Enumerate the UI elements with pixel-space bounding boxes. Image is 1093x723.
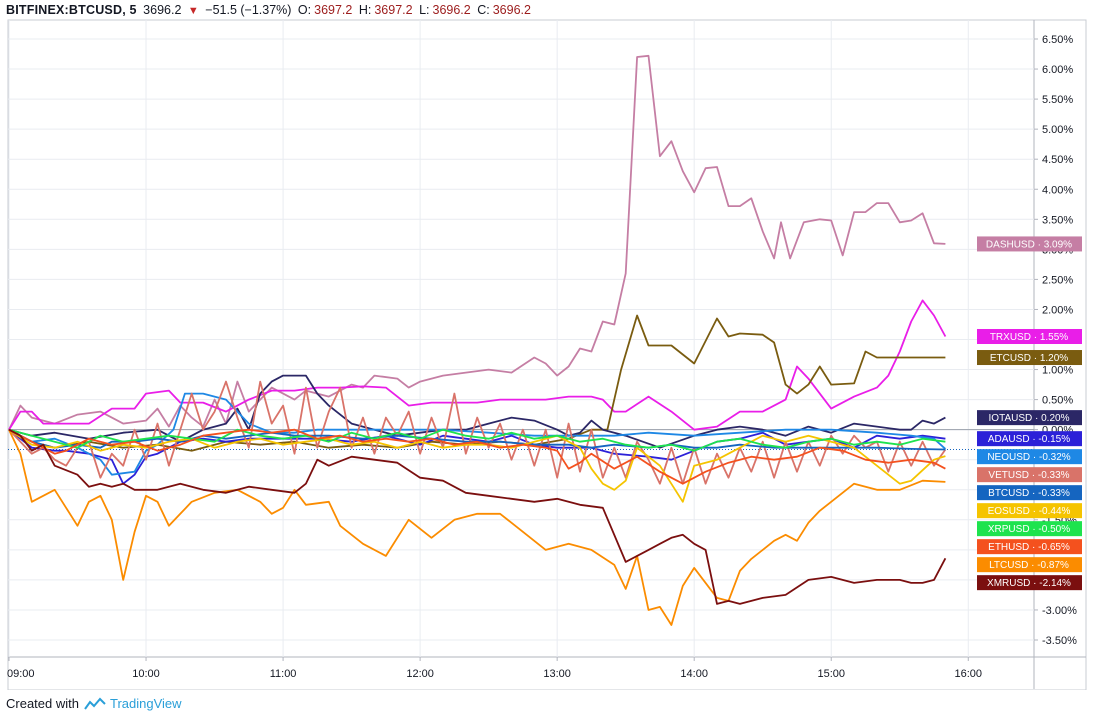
y-tick-label: 2.50% bbox=[1042, 274, 1073, 286]
y-tick-label: 1.00% bbox=[1042, 365, 1073, 377]
series-label-trxusd[interactable]: TRXUSD · 1.55% bbox=[977, 328, 1082, 344]
close-value: 3696.2 bbox=[492, 3, 531, 17]
low-value: 3696.2 bbox=[432, 3, 471, 17]
series-label-text: ETCUSD · 1.20% bbox=[990, 353, 1068, 364]
y-tick-label: 5.50% bbox=[1042, 94, 1073, 106]
series-label-text: DASHUSD · 3.09% bbox=[986, 239, 1072, 250]
series-label-bg bbox=[977, 431, 1082, 447]
x-tick-label: 15:00 bbox=[817, 668, 845, 680]
series-label-bg bbox=[977, 575, 1082, 591]
down-triangle-icon: ▼ bbox=[187, 5, 199, 17]
series-label-xrpusd[interactable]: XRPUSD · -0.50% bbox=[977, 521, 1082, 537]
series-line-iotausd[interactable] bbox=[8, 374, 946, 449]
open-value: 3697.2 bbox=[314, 3, 353, 17]
price-change: −51.5 (−1.37%) bbox=[205, 3, 292, 17]
series-label-bg bbox=[977, 503, 1082, 519]
series-label-text: ADAUSD · -0.15% bbox=[988, 434, 1070, 445]
series-label-bg bbox=[977, 449, 1082, 465]
series-label-bg bbox=[977, 521, 1082, 537]
series-label-bg bbox=[977, 236, 1082, 252]
x-tick-label: 11:00 bbox=[270, 668, 297, 680]
series-label-etcusd[interactable]: ETCUSD · 1.20% bbox=[977, 350, 1082, 366]
series-line-xmrusd[interactable] bbox=[8, 428, 947, 605]
y-tick-label: 5.00% bbox=[1042, 124, 1073, 136]
high-label: H: bbox=[358, 3, 372, 17]
y-tick-label: 3.50% bbox=[1042, 214, 1073, 226]
low-label: L: bbox=[419, 3, 430, 17]
series-label-text: NEOUSD · -0.32% bbox=[987, 452, 1070, 463]
y-tick-label: -3.00% bbox=[1042, 605, 1077, 617]
series-line-trxusd[interactable] bbox=[8, 299, 947, 431]
series-label-ethusd[interactable]: ETHUSD · -0.65% bbox=[977, 539, 1082, 555]
series-label-bg bbox=[977, 328, 1082, 344]
series-line-ltcusd[interactable] bbox=[8, 429, 946, 626]
y-tick-label: 6.50% bbox=[1042, 34, 1073, 46]
footer: Created with TradingView bbox=[6, 696, 182, 711]
chart-frame bbox=[7, 19, 1087, 690]
series-label-text: ETHUSD · -0.65% bbox=[988, 542, 1070, 553]
series-line-vetusd[interactable] bbox=[8, 380, 947, 485]
tradingview-logo-icon bbox=[84, 697, 106, 710]
close-label: C: bbox=[477, 3, 490, 17]
x-tick-label: 10:00 bbox=[132, 668, 160, 680]
symbol-name: BITFINEX:BTCUSD, 5 bbox=[6, 3, 137, 17]
series-label-adausd[interactable]: ADAUSD · -0.15% bbox=[977, 431, 1082, 447]
x-tick-label: 09:00 bbox=[7, 668, 35, 680]
series-label-vetusd[interactable]: VETUSD · -0.33% bbox=[977, 467, 1082, 483]
series-label-neousd[interactable]: NEOUSD · -0.32% bbox=[977, 449, 1082, 465]
series-label-text: TRXUSD · 1.55% bbox=[990, 332, 1068, 343]
series-label-text: VETUSD · -0.33% bbox=[988, 470, 1069, 481]
series-label-text: BTCUSD · -0.33% bbox=[988, 488, 1070, 499]
series-label-btcusd[interactable]: BTCUSD · -0.33% bbox=[977, 485, 1082, 501]
x-tick-label: 16:00 bbox=[955, 668, 983, 680]
y-tick-label: 4.00% bbox=[1042, 184, 1073, 196]
series-label-text: IOTAUSD · 0.20% bbox=[989, 413, 1070, 424]
series-label-bg bbox=[977, 557, 1082, 573]
series-label-bg bbox=[977, 410, 1082, 426]
x-tick-label: 12:00 bbox=[406, 668, 434, 680]
x-tick-label: 14:00 bbox=[680, 668, 708, 680]
y-tick-label: 6.00% bbox=[1042, 64, 1073, 76]
high-value: 3697.2 bbox=[374, 3, 413, 17]
y-tick-label: 0.50% bbox=[1042, 395, 1073, 407]
series-label-text: LTCUSD · -0.87% bbox=[989, 560, 1069, 571]
series-label-bg bbox=[977, 350, 1082, 366]
comparison-chart[interactable]: 6.50%6.00%5.50%5.00%4.50%4.00%3.50%3.00%… bbox=[0, 0, 1093, 690]
y-tick-label: -3.50% bbox=[1042, 635, 1077, 647]
y-tick-label: 4.50% bbox=[1042, 154, 1073, 166]
series-label-bg bbox=[977, 485, 1082, 501]
series-label-text: XMRUSD · -2.14% bbox=[987, 578, 1071, 589]
tradingview-brand[interactable]: TradingView bbox=[109, 696, 182, 711]
series-line-ethusd[interactable] bbox=[8, 428, 946, 485]
symbol-header: BITFINEX:BTCUSD, 5 3696.2 ▼ −51.5 (−1.37… bbox=[0, 0, 1093, 20]
series-line-xrpusd[interactable] bbox=[8, 428, 946, 452]
series-label-bg bbox=[977, 467, 1082, 483]
x-tick-label: 13:00 bbox=[543, 668, 571, 680]
series-line-dashusd[interactable] bbox=[8, 54, 946, 431]
series-label-text: EOSUSD · -0.44% bbox=[988, 506, 1071, 517]
series-label-iotausd[interactable]: IOTAUSD · 0.20% bbox=[977, 410, 1082, 426]
series-line-adausd[interactable] bbox=[8, 428, 946, 485]
series-label-dashusd[interactable]: DASHUSD · 3.09% bbox=[977, 236, 1082, 252]
series-label-ltcusd[interactable]: LTCUSD · -0.87% bbox=[977, 557, 1082, 573]
last-price: 3696.2 bbox=[143, 3, 182, 17]
created-with-text: Created with bbox=[6, 696, 79, 711]
series-label-eosusd[interactable]: EOSUSD · -0.44% bbox=[977, 503, 1082, 519]
series-label-xmrusd[interactable]: XMRUSD · -2.14% bbox=[977, 575, 1082, 591]
series-label-text: XRPUSD · -0.50% bbox=[988, 524, 1070, 535]
series-line-neousd[interactable] bbox=[8, 392, 947, 476]
open-label: O: bbox=[297, 3, 312, 17]
series-label-bg bbox=[977, 539, 1082, 555]
series-line-etcusd[interactable] bbox=[8, 314, 946, 452]
y-tick-label: 2.00% bbox=[1042, 304, 1073, 316]
